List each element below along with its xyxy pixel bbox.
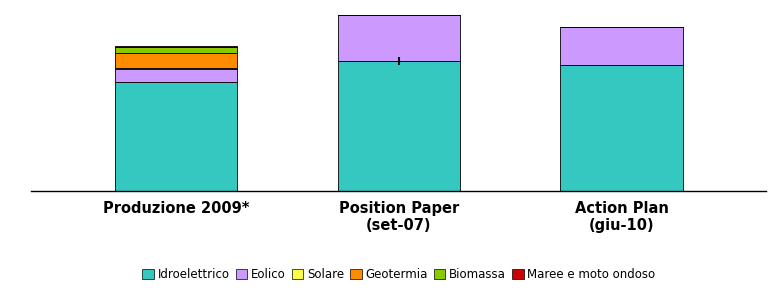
Bar — [561, 27, 683, 65]
Bar — [115, 53, 237, 68]
Bar — [115, 69, 237, 82]
Bar — [561, 65, 683, 191]
Legend: Idroelettrico, Eolico, Solare, Geotermia, Biomassa, Maree e moto ondoso: Idroelettrico, Eolico, Solare, Geotermia… — [138, 263, 660, 286]
Bar — [115, 68, 237, 69]
Bar — [115, 82, 237, 191]
Bar — [338, 14, 460, 61]
Bar — [338, 61, 460, 191]
Bar — [115, 47, 237, 53]
